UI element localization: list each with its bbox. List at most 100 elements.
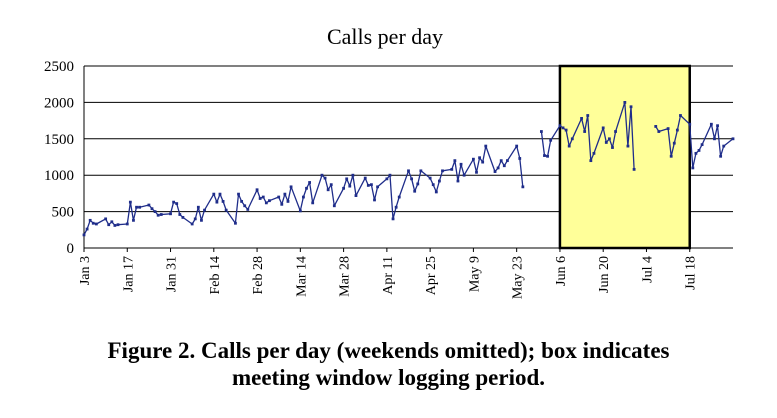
data-point — [283, 192, 287, 196]
y-tick-label: 2000 — [44, 95, 74, 111]
data-point — [373, 198, 376, 202]
data-point — [496, 166, 500, 170]
data-point — [178, 213, 182, 216]
x-tick-label: Apr 25 — [424, 256, 439, 295]
data-point — [255, 188, 259, 192]
data-point — [190, 222, 194, 226]
data-point — [518, 157, 522, 160]
data-point — [110, 220, 114, 224]
data-point — [366, 183, 370, 187]
data-point — [221, 200, 225, 203]
data-point — [716, 124, 719, 128]
data-point — [688, 122, 692, 126]
data-point — [709, 122, 713, 126]
data-point — [153, 210, 157, 213]
data-point — [196, 205, 200, 209]
data-point — [601, 126, 605, 130]
x-tick-label: Jul 18 — [684, 256, 699, 290]
data-point — [85, 227, 89, 231]
data-point — [320, 173, 324, 177]
data-point — [329, 183, 333, 187]
data-point — [289, 185, 293, 189]
data-point — [462, 173, 466, 177]
data-point — [583, 130, 587, 133]
data-point — [107, 223, 111, 227]
data-point — [694, 151, 698, 155]
data-point — [159, 213, 163, 216]
data-point — [354, 194, 358, 197]
data-point — [348, 184, 352, 188]
data-point — [441, 169, 444, 173]
data-point — [88, 218, 92, 222]
data-point — [607, 137, 611, 141]
data-point — [264, 201, 268, 205]
data-point — [502, 164, 506, 168]
data-point — [332, 204, 336, 208]
data-point — [493, 170, 497, 173]
data-point — [438, 179, 441, 183]
data-point — [385, 177, 389, 181]
data-point — [614, 130, 617, 133]
data-point — [268, 199, 271, 203]
data-point — [431, 183, 435, 187]
data-point — [172, 200, 176, 204]
data-point — [311, 201, 315, 205]
data-point — [722, 144, 726, 148]
y-tick-label: 0 — [67, 241, 75, 257]
data-point — [261, 195, 265, 199]
data-point — [453, 159, 457, 163]
data-point — [539, 130, 543, 133]
data-point — [604, 141, 608, 144]
data-point — [215, 200, 219, 204]
data-point — [561, 126, 565, 130]
data-point — [203, 208, 206, 212]
data-point — [351, 173, 355, 177]
x-tick-label: Jan 3 — [78, 256, 93, 285]
data-point — [691, 166, 695, 170]
data-point — [413, 189, 417, 193]
data-point — [147, 203, 151, 207]
data-point — [342, 186, 345, 190]
figure-caption-line-1: Figure 2. Calls per day (weekends omitte… — [107, 338, 670, 363]
data-point — [666, 127, 670, 131]
data-point — [181, 216, 185, 219]
data-point — [484, 144, 488, 148]
data-point — [116, 223, 120, 227]
x-tick-label: Jun 6 — [554, 256, 569, 286]
data-point — [302, 195, 305, 199]
x-tick-label: Mar 28 — [338, 256, 353, 297]
data-point — [669, 154, 673, 158]
data-point — [200, 218, 203, 222]
x-tick-label: Jan 31 — [165, 256, 180, 292]
x-tick-labels: Jan 3 Jan 17 Jan 31 Feb 14 Feb 28 Mar 14 Mar 2… — [78, 256, 699, 299]
x-tick-label: Jun 20 — [597, 256, 612, 293]
y-tick-label: 500 — [52, 205, 75, 221]
x-tick-label: Jul 4 — [640, 256, 655, 283]
data-point — [113, 224, 117, 227]
data-point — [175, 202, 179, 205]
data-point — [654, 125, 658, 128]
data-point — [407, 169, 410, 173]
data-point — [623, 101, 627, 104]
data-point — [580, 117, 583, 120]
x-tick-label: Feb 28 — [251, 256, 266, 295]
series-line — [655, 114, 734, 169]
data-point — [397, 195, 401, 199]
data-point — [323, 176, 327, 180]
meeting-window-box — [558, 64, 691, 250]
data-point — [434, 190, 438, 194]
data-point — [388, 173, 392, 177]
data-point — [459, 162, 463, 166]
data-point — [586, 114, 590, 117]
data-point — [410, 177, 413, 181]
data-point — [308, 181, 312, 184]
data-point — [234, 221, 237, 225]
data-point — [91, 221, 95, 225]
data-point — [611, 146, 614, 149]
data-point — [193, 217, 197, 221]
y-tick-label: 1500 — [44, 132, 74, 148]
highlight-box-layer — [558, 64, 691, 250]
data-point — [125, 222, 129, 226]
data-point — [456, 179, 460, 183]
